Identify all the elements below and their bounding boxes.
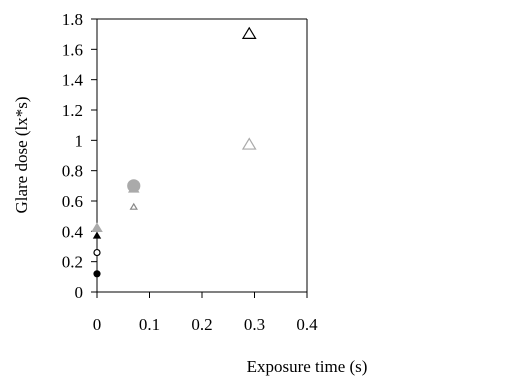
y-tick-label: 0.4 (62, 222, 84, 241)
y-tick-label: 1.8 (62, 10, 83, 29)
x-tick-label: 0.3 (244, 315, 265, 334)
data-point-triangle (91, 222, 103, 233)
x-tick-label: 0.2 (191, 315, 212, 334)
x-tick-label: 0 (93, 315, 102, 334)
data-point-circle (93, 248, 101, 257)
y-axis-title: Glare dose (lx*s) (12, 96, 31, 213)
y-tick-label: 0 (75, 283, 84, 302)
x-tick-label: 0.4 (296, 315, 318, 334)
y-tick-label: 1 (75, 131, 84, 150)
y-tick-label: 1.4 (62, 71, 84, 90)
y-tick-label: 0.6 (62, 192, 83, 211)
data-point-triangle (92, 231, 102, 239)
plot-frame (96, 18, 308, 293)
data-point-triangle (129, 202, 138, 210)
y-tick-label: 1.2 (62, 101, 83, 120)
y-tick-label: 1.6 (62, 40, 83, 59)
data-point-triangle (241, 137, 257, 150)
x-tick-label: 0.1 (139, 315, 160, 334)
data-point-triangle (241, 26, 257, 39)
data-point-circle (127, 179, 141, 193)
y-tick-label: 0.2 (62, 253, 83, 272)
data-markers (91, 26, 257, 278)
x-axis-title: Exposure time (s) (247, 357, 368, 376)
data-point-circle (93, 270, 101, 278)
y-tick-label: 0.8 (62, 162, 83, 181)
x-axis-ticks: 0 0.1 0.2 0.3 0.4 (93, 292, 318, 334)
y-axis-ticks: 0 0.2 0.4 0.6 0.8 1 1.2 1.4 1.6 1.8 (62, 10, 97, 302)
